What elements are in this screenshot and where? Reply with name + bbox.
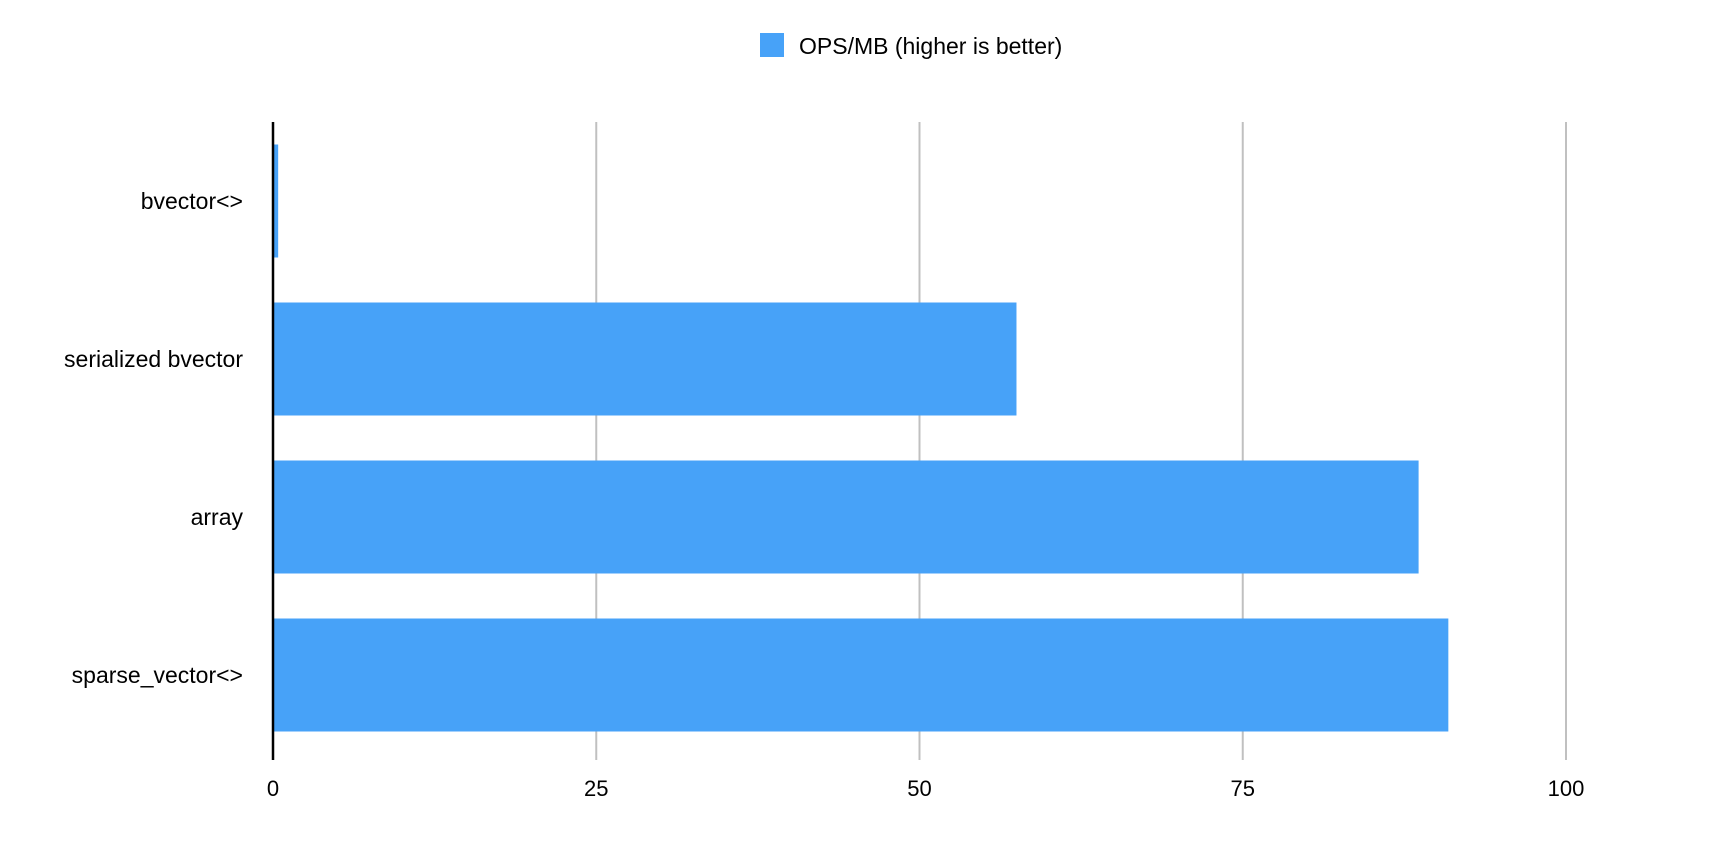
bar-2 xyxy=(273,460,1419,574)
bar-0 xyxy=(273,144,279,258)
x-tick-label-25: 25 xyxy=(584,776,608,801)
category-label-0: bvector<> xyxy=(141,188,243,214)
x-tick-labels: 0 25 50 75 100 xyxy=(267,776,1584,801)
category-label-3: sparse_vector<> xyxy=(72,662,243,688)
x-tick-label-100: 100 xyxy=(1548,776,1585,801)
x-tick-label-50: 50 xyxy=(907,776,931,801)
legend-swatch xyxy=(760,33,784,57)
legend-label: OPS/MB (higher is better) xyxy=(799,33,1062,59)
bar-1 xyxy=(273,302,1017,416)
category-labels: bvector<> serialized bvector array sparse_v… xyxy=(64,188,243,688)
x-tick-label-75: 75 xyxy=(1231,776,1255,801)
x-tick-label-0: 0 xyxy=(267,776,279,801)
category-label-1: serialized bvector xyxy=(64,346,243,372)
category-label-2: array xyxy=(191,504,244,530)
bars xyxy=(273,144,1449,732)
legend: OPS/MB (higher is better) xyxy=(760,33,1062,59)
bar-3 xyxy=(273,618,1449,732)
